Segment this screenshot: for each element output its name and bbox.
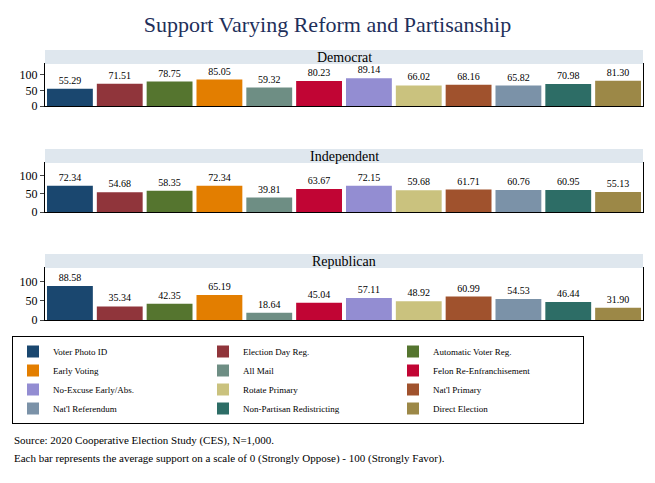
svg-text:Source: 2020 Cooperative Elect: Source: 2020 Cooperative Election Study … [14, 434, 274, 447]
svg-text:78.75: 78.75 [158, 68, 181, 79]
svg-text:48.92: 48.92 [408, 287, 431, 298]
svg-text:Nat'l Referendum: Nat'l Referendum [53, 404, 117, 414]
svg-text:Support Varying Reform and Par: Support Varying Reform and Partisanship [144, 12, 511, 37]
svg-text:100: 100 [20, 275, 38, 289]
svg-text:No-Excuse Early/Abs.: No-Excuse Early/Abs. [53, 385, 134, 395]
svg-text:Direct Election: Direct Election [433, 404, 488, 414]
svg-text:Independent: Independent [310, 149, 379, 164]
svg-text:63.67: 63.67 [308, 175, 331, 186]
svg-text:71.51: 71.51 [109, 70, 132, 81]
svg-text:Non-Partisan Redistricting: Non-Partisan Redistricting [243, 404, 340, 414]
svg-text:39.81: 39.81 [258, 184, 281, 195]
svg-text:57.11: 57.11 [358, 284, 380, 295]
svg-text:70.98: 70.98 [557, 70, 580, 81]
svg-text:60.95: 60.95 [557, 176, 580, 187]
svg-text:0: 0 [32, 205, 38, 219]
svg-text:50: 50 [26, 187, 38, 201]
svg-text:50: 50 [26, 294, 38, 308]
svg-text:68.16: 68.16 [457, 71, 480, 82]
svg-text:66.02: 66.02 [408, 71, 431, 82]
svg-text:Voter Photo ID: Voter Photo ID [53, 347, 108, 357]
svg-text:81.30: 81.30 [607, 67, 630, 78]
svg-text:Democrat: Democrat [317, 50, 372, 65]
svg-text:85.05: 85.05 [208, 66, 231, 77]
svg-text:72.15: 72.15 [358, 172, 381, 183]
svg-text:59.32: 59.32 [258, 74, 281, 85]
svg-text:58.35: 58.35 [158, 177, 181, 188]
svg-text:46.44: 46.44 [557, 288, 580, 299]
svg-text:42.35: 42.35 [158, 290, 181, 301]
svg-text:60.76: 60.76 [507, 176, 530, 187]
svg-text:100: 100 [20, 169, 38, 183]
svg-text:Rotate Primary: Rotate Primary [243, 385, 298, 395]
svg-text:Nat'l Primary: Nat'l Primary [433, 385, 482, 395]
svg-text:100: 100 [20, 68, 38, 82]
svg-text:Republican: Republican [312, 254, 376, 269]
svg-text:88.58: 88.58 [59, 272, 82, 283]
svg-text:0: 0 [32, 99, 38, 113]
svg-text:45.04: 45.04 [308, 289, 331, 300]
svg-text:0: 0 [32, 313, 38, 327]
svg-text:Early Voting: Early Voting [53, 366, 99, 376]
svg-text:80.23: 80.23 [308, 67, 331, 78]
svg-text:All Mail: All Mail [243, 366, 274, 376]
svg-text:89.14: 89.14 [358, 64, 381, 75]
svg-text:31.90: 31.90 [607, 294, 630, 305]
svg-text:72.34: 72.34 [208, 172, 231, 183]
svg-text:65.19: 65.19 [208, 281, 231, 292]
svg-text:Automatic Voter Reg.: Automatic Voter Reg. [433, 347, 511, 357]
svg-text:61.71: 61.71 [457, 176, 480, 187]
svg-text:Election Day Reg.: Election Day Reg. [243, 347, 309, 357]
svg-text:55.29: 55.29 [59, 75, 82, 86]
svg-text:60.99: 60.99 [457, 283, 480, 294]
svg-text:72.34: 72.34 [59, 172, 82, 183]
svg-text:Each bar represents the averag: Each bar represents the average support … [14, 452, 445, 465]
svg-text:54.53: 54.53 [507, 285, 530, 296]
svg-text:65.82: 65.82 [507, 72, 530, 83]
svg-text:54.68: 54.68 [109, 178, 132, 189]
svg-text:55.13: 55.13 [607, 178, 630, 189]
svg-text:18.64: 18.64 [258, 299, 281, 310]
svg-text:Felon Re-Enfranchisement: Felon Re-Enfranchisement [433, 366, 530, 376]
svg-text:35.34: 35.34 [109, 292, 132, 303]
svg-text:59.68: 59.68 [408, 176, 431, 187]
svg-text:50: 50 [26, 84, 38, 98]
